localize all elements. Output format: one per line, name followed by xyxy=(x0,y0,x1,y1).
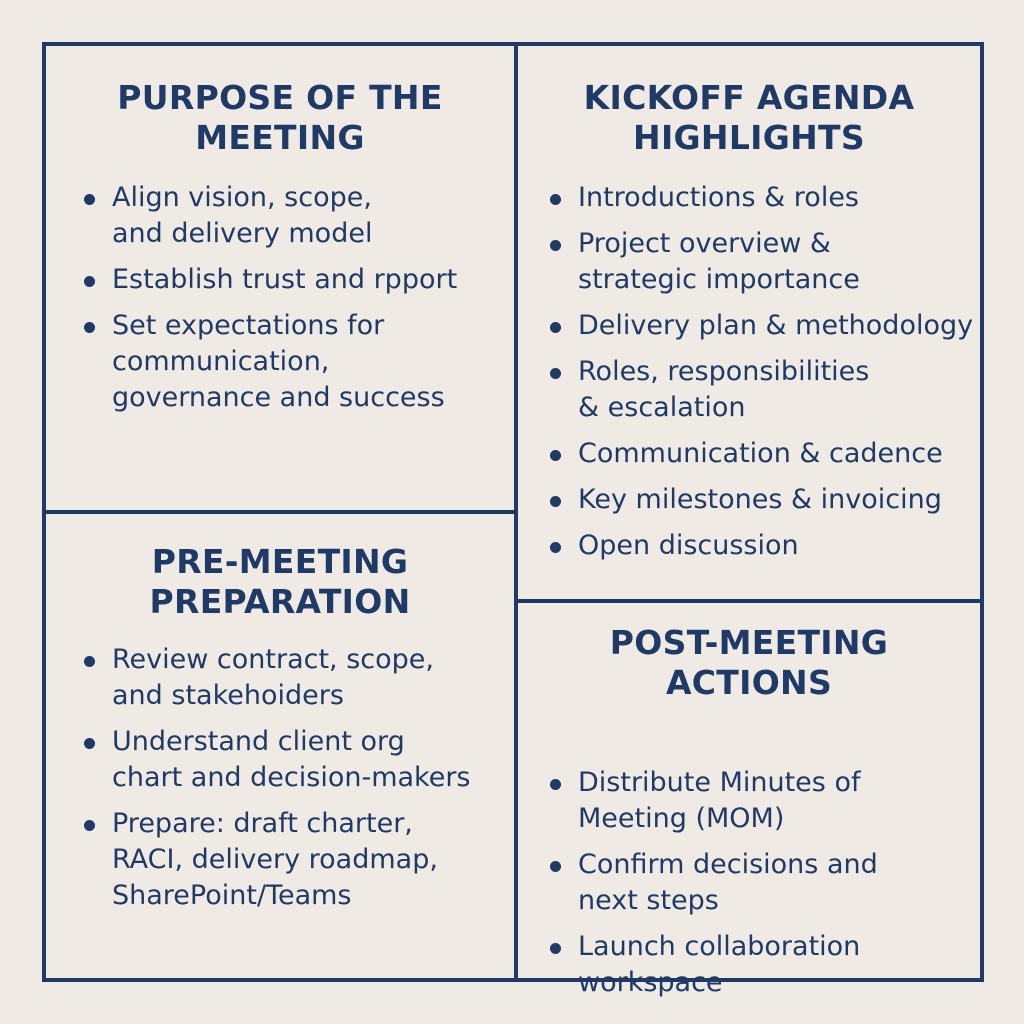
left-horizontal-divider xyxy=(46,510,514,514)
panel-pre-meeting-preparation: PRE-MEETING PREPARATION Review contract,… xyxy=(46,514,514,978)
list-item: Distribute Minutes of Meeting (MOM) xyxy=(550,765,878,837)
panel-title: PRE-MEETING PREPARATION xyxy=(149,542,411,621)
list-item: Open discussion xyxy=(549,528,973,564)
panel-kickoff-agenda: KICKOFF AGENDA HIGHLIGHTS Introductions … xyxy=(518,46,980,599)
list-item: Project overview & strategic importance xyxy=(549,226,973,298)
panel-purpose-of-meeting: PURPOSE OF THE MEETING Align vision, sco… xyxy=(46,46,514,510)
list-item: Key milestones & invoicing xyxy=(549,482,973,518)
bullet-list: Distribute Minutes of Meeting (MOM) Conf… xyxy=(550,765,878,1011)
list-item: Review contract, scope, and stakehoiders xyxy=(84,642,471,714)
bullet-list: Review contract, scope, and stakehoiders… xyxy=(84,642,471,924)
right-horizontal-divider xyxy=(518,599,980,603)
panel-post-meeting-actions: POST-MEETING ACTIONS Distribute Minutes … xyxy=(518,603,980,998)
list-item: Prepare: draft charter, RACI, delivery r… xyxy=(84,806,471,914)
bullet-list: Introductions & roles Project overview &… xyxy=(549,180,973,574)
kickoff-quadrant-board: PURPOSE OF THE MEETING Align vision, sco… xyxy=(42,42,984,998)
bullet-list: Align vision, scope, and delivery model … xyxy=(83,180,457,426)
list-item: Introductions & roles xyxy=(549,180,973,216)
list-item: Roles, responsibilities & escalation xyxy=(549,354,973,426)
panel-title: KICKOFF AGENDA HIGHLIGHTS xyxy=(583,78,915,157)
list-item: Communication & cadence xyxy=(549,436,973,472)
list-item: Confirm decisions and next steps xyxy=(550,847,878,919)
list-item: Align vision, scope, and delivery model xyxy=(83,180,457,252)
list-item: Delivery plan & methodology xyxy=(549,308,973,344)
list-item: Understand client org chart and decision… xyxy=(84,724,471,796)
list-item: Launch collaboration workspace xyxy=(550,929,878,1001)
list-item: Establish trust and rpport xyxy=(83,262,457,298)
list-item: Set expectations for communication, gove… xyxy=(83,308,457,416)
panel-title: POST-MEETING ACTIONS xyxy=(609,623,889,702)
panel-title: PURPOSE OF THE MEETING xyxy=(117,78,443,157)
vertical-divider xyxy=(514,46,518,978)
